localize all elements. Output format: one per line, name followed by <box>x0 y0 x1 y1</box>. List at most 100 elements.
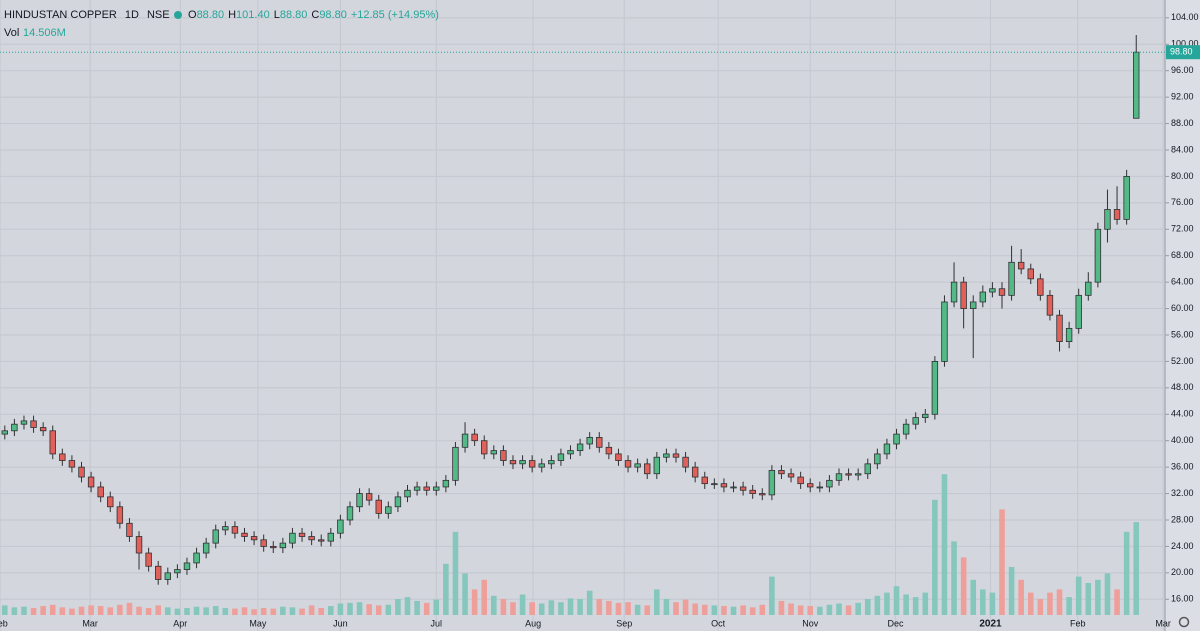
volume-bar <box>88 605 94 615</box>
candle-body <box>835 473 843 481</box>
ohlc-value: 88.80 <box>197 9 225 21</box>
candle-body <box>586 437 593 445</box>
interval: 1D <box>125 9 139 21</box>
candle-body <box>902 423 910 435</box>
volume-bar <box>606 600 612 615</box>
volume-bar <box>577 599 583 615</box>
last-price-tag <box>1166 45 1200 60</box>
volume-bar <box>1133 522 1140 615</box>
volume-bar <box>299 608 305 615</box>
volume-bar <box>395 599 401 615</box>
y-tick-label: 72.00 <box>1171 224 1194 234</box>
settings-icon[interactable] <box>1178 616 1190 628</box>
candle-body <box>241 532 248 537</box>
volume-bar <box>826 604 833 615</box>
volume-bar <box>1056 589 1063 615</box>
candle-body <box>960 281 967 309</box>
candle-body <box>30 420 37 428</box>
volume-bar <box>385 604 392 615</box>
volume-bar <box>193 606 200 615</box>
candle-body <box>375 499 382 514</box>
volume-bar <box>1 605 8 615</box>
candle-body <box>250 536 258 541</box>
volume-bar <box>663 599 670 615</box>
candle-body <box>615 453 622 461</box>
candle-body <box>490 450 498 455</box>
plot-background <box>0 0 1165 631</box>
candle-body <box>365 493 373 501</box>
volume-bar <box>864 599 871 615</box>
volume-bar <box>222 607 229 615</box>
candle-body <box>59 453 66 461</box>
candle-body <box>260 539 267 547</box>
volume-bar <box>1037 599 1044 615</box>
ohlc-value: 98.80 <box>319 9 347 21</box>
candle-body <box>164 572 171 580</box>
volume-bar <box>558 602 564 615</box>
volume-bar <box>912 597 919 615</box>
volume-bar <box>232 608 238 615</box>
volume-bar <box>932 499 938 615</box>
volume-bar <box>318 607 325 615</box>
candle-body <box>605 446 613 455</box>
candle-body <box>174 569 181 574</box>
candle-body <box>624 460 632 468</box>
candle-body <box>97 486 104 498</box>
volume-layer <box>1 474 1140 615</box>
volume-value: 14.506M <box>23 27 66 39</box>
volume-bar <box>682 599 689 615</box>
candle-body <box>327 532 335 542</box>
volume-bar <box>212 606 219 615</box>
volume-bar <box>989 592 996 615</box>
y-tick-label: 64.00 <box>1171 277 1194 287</box>
candle-body <box>979 291 987 303</box>
volume-label: Vol <box>4 27 19 39</box>
ohlc-key: H <box>228 9 236 21</box>
candle-body <box>145 552 152 567</box>
candle-body <box>826 479 833 488</box>
volume-bar <box>893 586 900 615</box>
candle-body <box>452 446 459 481</box>
volume-bar <box>462 573 468 615</box>
volume-bar <box>404 597 411 615</box>
volume-bar <box>78 606 85 615</box>
volume-bar <box>1123 531 1130 615</box>
candle-body <box>682 456 689 468</box>
volume-bar <box>855 602 861 615</box>
candle-body <box>538 463 545 468</box>
volume-bar <box>769 576 775 615</box>
y-tick-label: 40.00 <box>1171 435 1194 445</box>
volume-bar <box>107 607 114 615</box>
candle-body <box>950 281 958 303</box>
volume-bar <box>1114 589 1120 615</box>
candle-body <box>672 453 680 458</box>
label-layer: 16.00 20.00 24.00 28.00 32.00 36.00 40.00 44.00… <box>0 12 1200 630</box>
candle-body <box>720 483 728 488</box>
x-tick-label: Feb <box>1070 618 1086 628</box>
volume-bar <box>529 602 535 615</box>
volume-bar <box>471 589 478 615</box>
candle-body <box>644 463 651 475</box>
candle-body <box>442 479 450 488</box>
volume-bar <box>692 603 698 615</box>
candle-body <box>768 470 776 496</box>
volume-bar <box>740 605 746 615</box>
exchange: NSE <box>147 9 170 21</box>
candle-body <box>1104 209 1111 230</box>
candle-body <box>318 539 325 542</box>
volume-bar <box>721 606 727 615</box>
x-tick-label: 2021 <box>979 619 1002 630</box>
volume-bar <box>251 609 257 615</box>
volume-bar <box>1075 576 1082 615</box>
volume-bar <box>1008 567 1015 615</box>
candle-body <box>730 486 737 489</box>
volume-bar <box>1018 579 1024 615</box>
volume-bar <box>203 607 209 615</box>
volume-bar <box>903 594 909 615</box>
candle-body <box>183 562 191 570</box>
volume-bar <box>510 602 516 615</box>
candle-body <box>279 542 287 549</box>
candle-body <box>759 493 766 496</box>
candle-body <box>893 433 900 445</box>
